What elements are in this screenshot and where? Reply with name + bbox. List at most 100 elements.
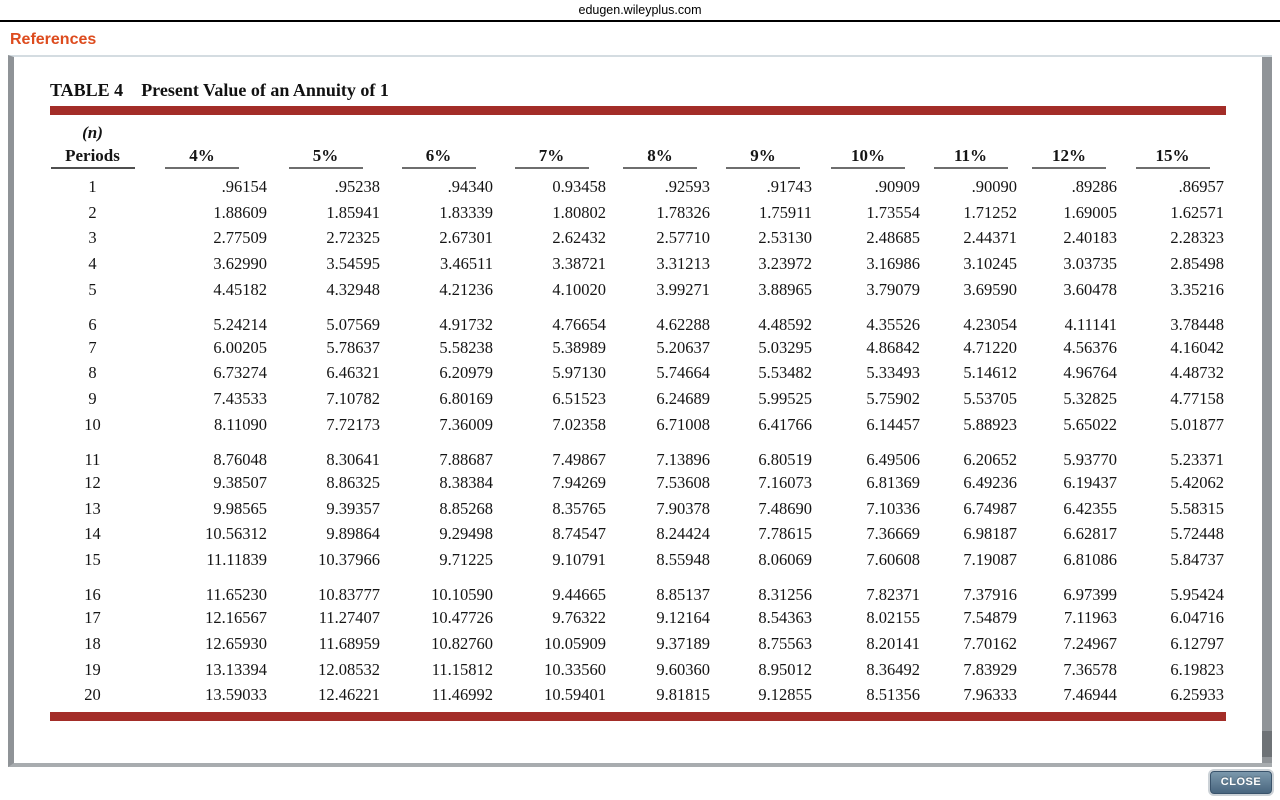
value-cell: 9.76322 bbox=[552, 608, 606, 628]
table-row: 17 12.16567 11.27407 10.47726 9.76322 9.12164… bbox=[50, 605, 1226, 631]
value-cell: 8.85137 bbox=[656, 585, 710, 605]
column-header-4: 4% bbox=[135, 123, 269, 174]
value-cell: 6.42355 bbox=[1063, 498, 1117, 518]
value-cell: 8.30641 bbox=[326, 450, 380, 470]
value-cell: 4.91732 bbox=[439, 314, 493, 334]
value-cell: 3.23972 bbox=[758, 253, 812, 273]
value-cell: 3.46511 bbox=[439, 253, 493, 273]
value-cell: 5.58315 bbox=[1170, 498, 1224, 518]
value-cell: 7.48690 bbox=[758, 498, 812, 518]
periods-header-label: Periods bbox=[50, 146, 135, 169]
value-cell: 2.40183 bbox=[1063, 228, 1117, 248]
value-cell: 10.59401 bbox=[544, 685, 606, 705]
value-cell: 2.48685 bbox=[866, 228, 920, 248]
value-cell: .91743 bbox=[766, 176, 812, 196]
table-row: 12 9.38507 8.86325 8.38384 7.94269 7.53608 7.1… bbox=[50, 470, 1226, 496]
table-row: 2 1.88609 1.85941 1.83339 1.80802 1.78326 1.75… bbox=[50, 200, 1226, 226]
table-row: 6 5.24214 5.07569 4.91732 4.76654 4.62288 4.48… bbox=[50, 302, 1226, 335]
table-row: 14 10.56312 9.89864 9.29498 8.74547 8.24424 7.… bbox=[50, 522, 1226, 548]
value-cell: 7.10782 bbox=[326, 389, 380, 409]
table-header: (n) Periods 4% 5% 6% 7% 8% 9% 10% 11% 12… bbox=[50, 123, 1226, 174]
value-cell: .92593 bbox=[664, 176, 710, 196]
value-cell: 6.24689 bbox=[656, 389, 710, 409]
value-cell: 7.90378 bbox=[656, 498, 710, 518]
value-cell: 8.86325 bbox=[326, 473, 380, 493]
value-cell: 5.14612 bbox=[963, 363, 1017, 383]
scrollbar-thumb[interactable] bbox=[1262, 731, 1272, 757]
value-cell: 5.38989 bbox=[552, 337, 606, 357]
value-cell: 5.33493 bbox=[866, 363, 920, 383]
value-cell: 8.95012 bbox=[758, 659, 812, 679]
period-cell: 18 bbox=[84, 633, 101, 653]
table-row: 20 13.59033 12.46221 11.46992 10.59401 9.8181… bbox=[50, 683, 1226, 709]
value-cell: 7.10336 bbox=[866, 498, 920, 518]
column-header-7: 7% bbox=[495, 123, 608, 174]
table-title: Present Value of an Annuity of 1 bbox=[141, 80, 389, 100]
value-cell: 1.73554 bbox=[866, 202, 920, 222]
value-cell: 5.74664 bbox=[656, 363, 710, 383]
column-header-5: 5% bbox=[269, 123, 382, 174]
value-cell: 5.78637 bbox=[326, 337, 380, 357]
value-cell: 10.37966 bbox=[318, 550, 380, 570]
value-cell: 9.29498 bbox=[439, 524, 493, 544]
row-group: 16 11.65230 10.83777 10.10590 9.44665 8.85137… bbox=[50, 573, 1226, 708]
value-cell: 7.72173 bbox=[326, 414, 380, 434]
value-cell: .90090 bbox=[971, 176, 1017, 196]
value-cell: 8.11090 bbox=[213, 414, 267, 434]
value-cell: 2.85498 bbox=[1170, 253, 1224, 273]
value-cell: 1.69005 bbox=[1063, 202, 1117, 222]
value-cell: 10.10590 bbox=[431, 585, 493, 605]
value-cell: 5.03295 bbox=[758, 337, 812, 357]
value-cell: 7.83929 bbox=[963, 659, 1017, 679]
value-cell: 11.27407 bbox=[318, 608, 380, 628]
value-cell: 1.62571 bbox=[1170, 202, 1224, 222]
value-cell: 5.88923 bbox=[963, 414, 1017, 434]
table-bottom-rule bbox=[50, 712, 1226, 722]
value-cell: 5.32825 bbox=[1063, 389, 1117, 409]
period-cell: 20 bbox=[84, 685, 101, 705]
value-cell: 8.74547 bbox=[552, 524, 606, 544]
value-cell: 9.44665 bbox=[552, 585, 606, 605]
period-cell: 1 bbox=[88, 176, 97, 196]
table-row: 9 7.43533 7.10782 6.80169 6.51523 6.24689 5.99… bbox=[50, 386, 1226, 412]
value-cell: 8.51356 bbox=[866, 685, 920, 705]
table-top-rule bbox=[50, 106, 1226, 115]
value-cell: 12.46221 bbox=[318, 685, 380, 705]
row-group: 1 .96154 .95238 .94340 0.93458 .92593 .91743 .9… bbox=[50, 174, 1226, 302]
value-cell: 13.13394 bbox=[205, 659, 267, 679]
table-row: 5 4.45182 4.32948 4.21236 4.10020 3.99271 3.88… bbox=[50, 277, 1226, 303]
value-cell: 5.58238 bbox=[439, 337, 493, 357]
value-cell: 6.41766 bbox=[758, 414, 812, 434]
table-row: 13 9.98565 9.39357 8.85268 8.35765 7.90378 7.4… bbox=[50, 496, 1226, 522]
references-link[interactable]: References bbox=[10, 31, 97, 48]
value-cell: 5.07569 bbox=[326, 314, 380, 334]
value-cell: 3.69590 bbox=[963, 279, 1017, 299]
table-heading: TABLE 4 Present Value of an Annuity of 1 bbox=[50, 80, 1272, 101]
references-panel: TABLE 4 Present Value of an Annuity of 1 … bbox=[8, 55, 1272, 767]
value-cell: 5.72448 bbox=[1170, 524, 1224, 544]
value-cell: 4.71220 bbox=[963, 337, 1017, 357]
column-header-9: 9% bbox=[712, 123, 814, 174]
value-cell: 10.05909 bbox=[544, 633, 606, 653]
table-row: 15 11.11839 10.37966 9.71225 9.10791 8.55948 8… bbox=[50, 547, 1226, 573]
value-cell: 4.16042 bbox=[1170, 337, 1224, 357]
value-cell: 6.62817 bbox=[1063, 524, 1117, 544]
table-row: 1 .96154 .95238 .94340 0.93458 .92593 .91743 .9… bbox=[50, 174, 1226, 200]
value-cell: 8.20141 bbox=[866, 633, 920, 653]
panel-scrollbar[interactable] bbox=[1262, 57, 1272, 763]
value-cell: 3.16986 bbox=[866, 253, 920, 273]
browser-title-bar: edugen.wileyplus.com bbox=[0, 0, 1280, 22]
close-button[interactable]: CLOSE bbox=[1210, 771, 1272, 794]
value-cell: 6.51523 bbox=[552, 389, 606, 409]
value-cell: 6.25933 bbox=[1170, 685, 1224, 705]
value-cell: 9.10791 bbox=[552, 550, 606, 570]
value-cell: 7.36578 bbox=[1063, 659, 1117, 679]
period-cell: 14 bbox=[84, 524, 101, 544]
value-cell: 7.96333 bbox=[963, 685, 1017, 705]
value-cell: 10.82760 bbox=[431, 633, 493, 653]
value-cell: 5.24214 bbox=[213, 314, 267, 334]
value-cell: 5.53705 bbox=[963, 389, 1017, 409]
value-cell: 4.45182 bbox=[213, 279, 267, 299]
value-cell: 1.78326 bbox=[656, 202, 710, 222]
value-cell: 7.16073 bbox=[758, 473, 812, 493]
